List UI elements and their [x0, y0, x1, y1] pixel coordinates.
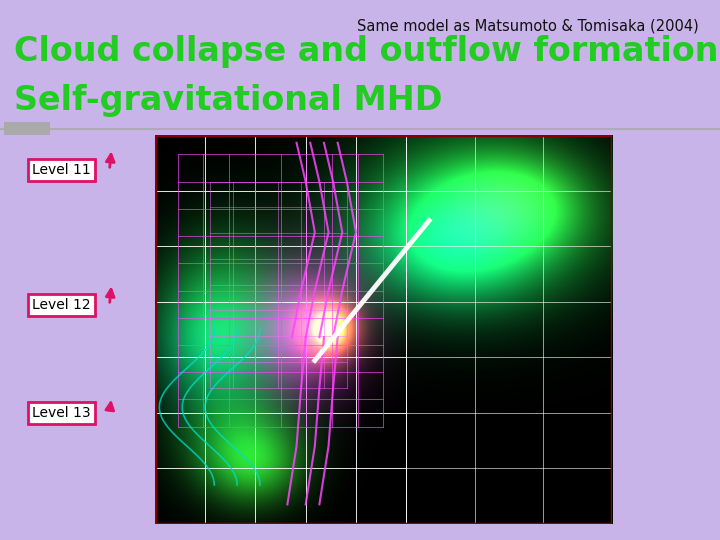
Text: Level 11: Level 11 [32, 163, 91, 177]
Text: Level 13: Level 13 [32, 406, 91, 420]
Text: Cloud collapse and outflow formation: Cloud collapse and outflow formation [14, 35, 719, 68]
Text: Same model as Matsumoto & Tomisaka (2004): Same model as Matsumoto & Tomisaka (2004… [356, 19, 698, 34]
Text: Self-gravitational MHD: Self-gravitational MHD [14, 84, 443, 117]
Text: Level 12: Level 12 [32, 298, 91, 312]
FancyBboxPatch shape [4, 122, 50, 135]
